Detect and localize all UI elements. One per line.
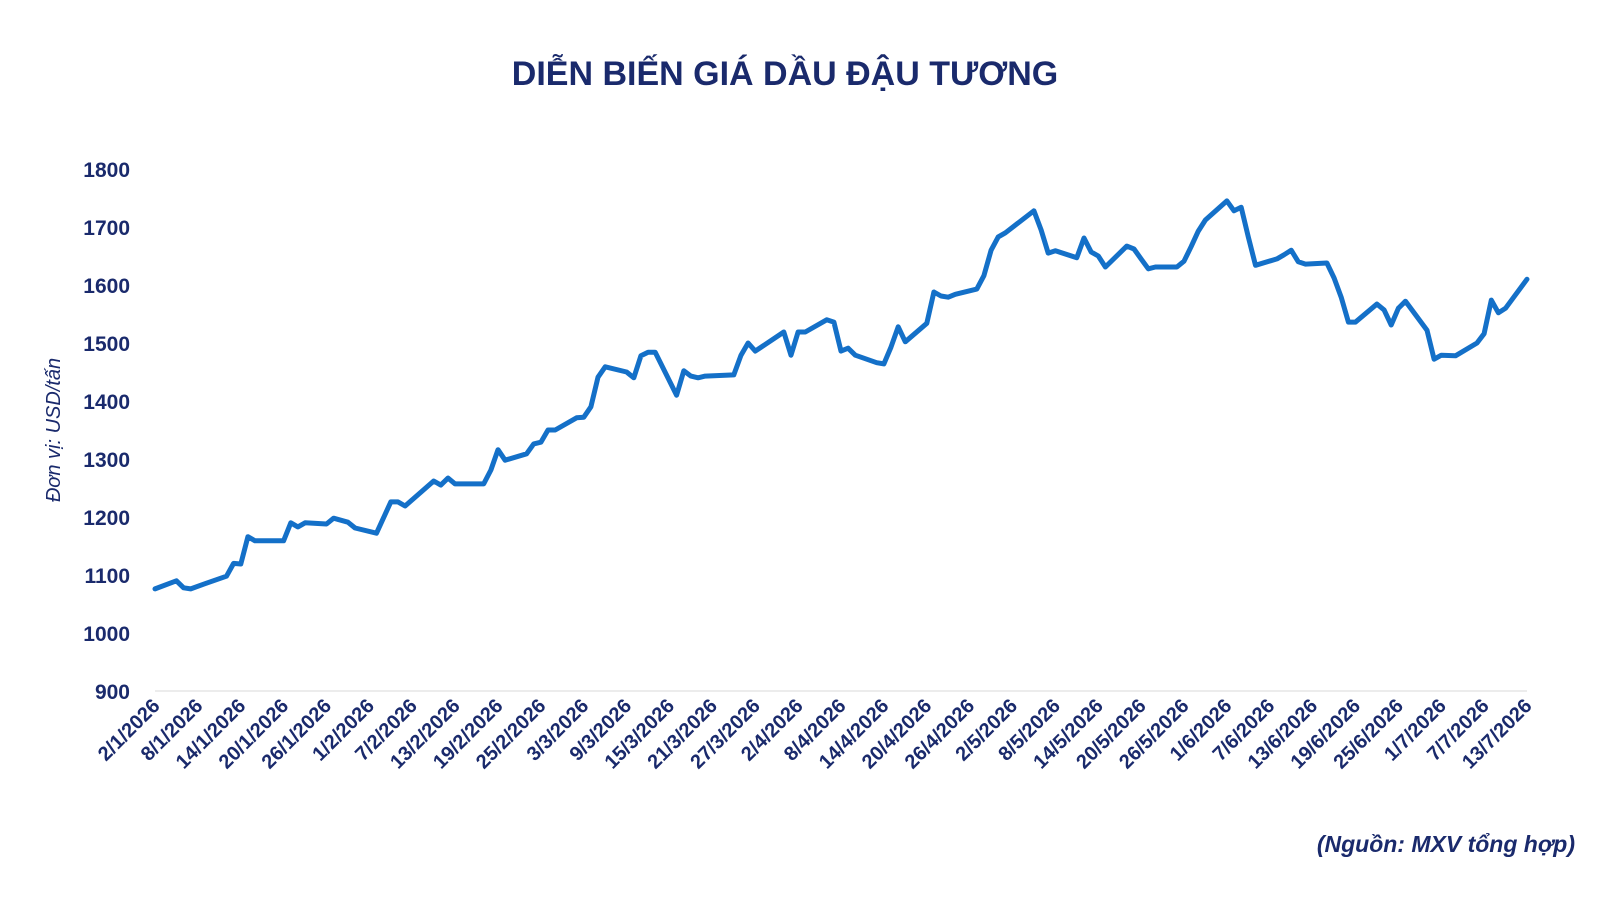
y-axis-label: Đơn vị: USD/tấn	[43, 358, 65, 502]
y-tick-label: 1800	[83, 159, 130, 182]
y-tick-label: 1200	[83, 507, 130, 530]
y-tick-label: 1700	[83, 217, 130, 240]
y-tick-label: 1300	[83, 449, 130, 472]
y-tick-label: 1000	[83, 623, 130, 646]
chart-title: DIỄN BIẾN GIÁ DẦU ĐẬU TƯƠNG	[512, 55, 1058, 93]
y-tick-label: 1100	[84, 565, 130, 588]
y-tick-label: 1500	[83, 333, 130, 356]
price-line	[152, 198, 1530, 592]
source-note: (Nguồn: MXV tổng hợp)	[1317, 831, 1575, 857]
y-tick-label: 1600	[83, 275, 130, 298]
y-tick-label: 900	[95, 681, 130, 704]
y-tick-label: 1400	[83, 391, 130, 414]
